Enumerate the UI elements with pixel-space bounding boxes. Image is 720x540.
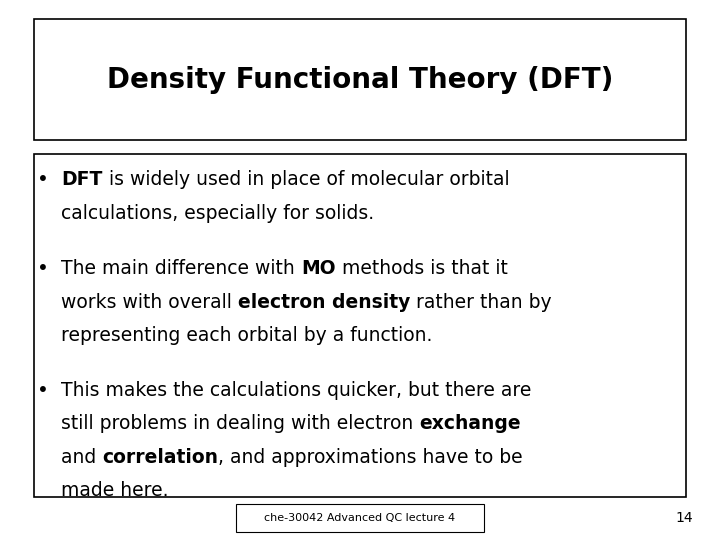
Text: Density Functional Theory (DFT): Density Functional Theory (DFT) [107,66,613,93]
Text: •: • [37,170,49,189]
Text: che-30042 Advanced QC lecture 4: che-30042 Advanced QC lecture 4 [264,514,456,523]
Text: exchange: exchange [420,414,521,433]
Text: works with overall: works with overall [61,293,238,312]
FancyBboxPatch shape [34,19,686,140]
Text: rather than by: rather than by [410,293,552,312]
Text: is widely used in place of molecular orbital: is widely used in place of molecular orb… [102,170,509,189]
Text: DFT: DFT [61,170,102,189]
Text: The main difference with: The main difference with [61,259,301,278]
Text: calculations, especially for solids.: calculations, especially for solids. [61,204,374,222]
Text: representing each orbital by a function.: representing each orbital by a function. [61,326,433,345]
FancyBboxPatch shape [34,154,686,497]
Text: MO: MO [301,259,336,278]
Text: •: • [37,381,49,400]
FancyBboxPatch shape [236,504,484,532]
Text: made here.: made here. [61,481,168,500]
Text: and: and [61,448,102,467]
Text: •: • [37,259,49,278]
Text: This makes the calculations quicker, but there are: This makes the calculations quicker, but… [61,381,531,400]
Text: correlation: correlation [102,448,218,467]
Text: electron density: electron density [238,293,410,312]
Text: still problems in dealing with electron: still problems in dealing with electron [61,414,420,433]
Text: methods is that it: methods is that it [336,259,508,278]
Text: , and approximations have to be: , and approximations have to be [218,448,523,467]
Text: 14: 14 [675,511,693,525]
